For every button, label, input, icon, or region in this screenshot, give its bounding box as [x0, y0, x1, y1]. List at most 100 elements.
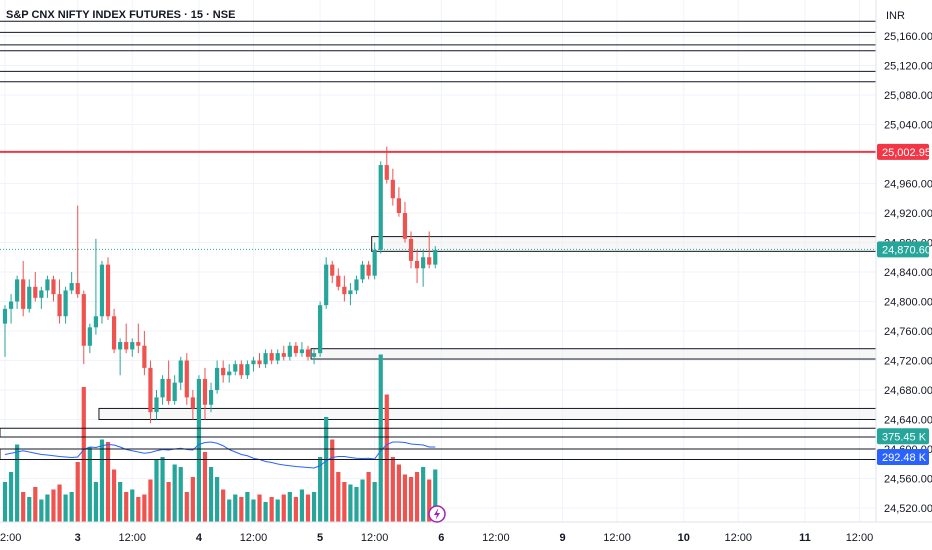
candle-body-51 — [311, 353, 317, 357]
volume-bar-71 — [433, 469, 438, 522]
price-tick-label: 24,720.00 — [884, 356, 932, 368]
price-tick-label: 24,520.00 — [884, 503, 932, 515]
volume-bar-39 — [239, 497, 244, 522]
price-zone-1 — [310, 348, 877, 360]
candle-body-25 — [154, 397, 159, 413]
candle-body-69 — [421, 257, 426, 269]
volume-bar-58 — [354, 487, 359, 522]
candle-body-14 — [87, 327, 92, 346]
candle-body-55 — [336, 275, 341, 287]
volume-bar-67 — [408, 477, 414, 522]
candle-16 — [99, 260, 105, 324]
candle-47 — [287, 342, 292, 361]
candle-body-2 — [15, 279, 20, 302]
candle-69 — [421, 249, 426, 287]
price-tick-label: 24,800.00 — [884, 297, 932, 309]
volume-bar-68 — [414, 472, 420, 522]
candle-body-9 — [57, 294, 62, 317]
volume-bar-9 — [57, 484, 62, 522]
volume-bar-27 — [166, 482, 171, 522]
candle-13 — [81, 290, 86, 365]
candle-body-59 — [360, 264, 365, 280]
price-tick-label: 24,960.00 — [884, 179, 932, 191]
candle-66 — [402, 201, 408, 243]
volume-bar-69 — [421, 467, 426, 522]
candle-52 — [318, 301, 323, 357]
volume-bar-3 — [21, 492, 26, 522]
volume-bar-34 — [208, 467, 214, 522]
candle-49 — [299, 342, 305, 357]
volume-bar-19 — [118, 482, 123, 522]
volume-bar-66 — [402, 474, 408, 522]
lightning-button[interactable] — [428, 505, 446, 523]
volume-ma-badge: 292.48 K — [877, 449, 929, 465]
candle-38 — [233, 360, 238, 376]
time-tick-label: 4 — [196, 532, 203, 544]
candle-54 — [330, 260, 335, 284]
candle-2 — [15, 275, 20, 309]
volume-bar-14 — [87, 447, 92, 522]
candle-7 — [45, 275, 50, 298]
candle-6 — [39, 286, 44, 309]
candle-body-0 — [2, 308, 8, 324]
volume-bar-62 — [378, 354, 383, 522]
candle-body-40 — [245, 364, 250, 376]
volume-bar-30 — [184, 492, 189, 522]
current-price-badge: 24,870.60 — [877, 241, 931, 258]
volume-bar-45 — [275, 499, 280, 522]
volume-bar-22 — [136, 497, 141, 522]
time-tick-label: 10 — [678, 532, 690, 544]
volume-bar-33 — [202, 452, 208, 522]
volume-bar-0 — [2, 482, 8, 522]
volume-bar-36 — [221, 489, 226, 522]
candle-body-4 — [27, 286, 32, 309]
candle-45 — [275, 349, 280, 365]
candle-body-18 — [111, 316, 117, 350]
price-axis[interactable]: 25,160.00 25,120.00 25,080.00 25,040.00 24,9… — [875, 0, 932, 522]
candle-body-20 — [124, 342, 129, 350]
candle-39 — [239, 360, 244, 379]
candle-9 — [57, 279, 62, 324]
candle-44 — [269, 349, 274, 365]
candle-17 — [105, 257, 111, 320]
time-tick-label: 12:00 — [603, 532, 631, 544]
volume-bar-60 — [366, 472, 371, 522]
volume-bar-8 — [51, 489, 56, 522]
candle-body-46 — [281, 353, 286, 357]
volume-bar-24 — [148, 479, 153, 522]
candle-body-56 — [342, 286, 347, 295]
candle-body-64 — [390, 179, 395, 199]
price-tick-label: 24,840.00 — [884, 267, 932, 279]
candle-body-68 — [414, 260, 420, 269]
candle-body-27 — [166, 378, 171, 402]
candle-body-12 — [75, 283, 80, 295]
price-tick-label: 24,640.00 — [884, 415, 932, 427]
candle-body-32 — [196, 378, 202, 409]
volume-bar-23 — [142, 494, 147, 522]
price-tick-label: 24,760.00 — [884, 326, 932, 338]
volume-last-badge-label: 375.45 K — [882, 431, 927, 443]
candle-1 — [8, 294, 14, 324]
candle-41 — [251, 356, 256, 372]
candle-body-36 — [221, 367, 226, 376]
price-tick-label: 24,560.00 — [884, 474, 932, 486]
candle-33 — [202, 367, 208, 420]
volume-ma-line — [4, 441, 436, 469]
candle-body-3 — [21, 279, 26, 309]
volume-bar-4 — [27, 497, 32, 522]
volume-ma-badge-bg — [877, 449, 929, 465]
volume-bar-35 — [215, 477, 220, 522]
time-axis[interactable]: 2:00 3 12:00 4 12:00 5 12:00 6 12:00 9 12:00 10 12:0… — [0, 521, 932, 544]
horizontal-lines — [0, 20, 876, 83]
candle-body-63 — [384, 165, 389, 180]
candle-body-10 — [63, 290, 68, 317]
resistance-price-badge-label: 25,002.95 — [882, 147, 931, 159]
volume-bar-13 — [81, 387, 86, 522]
volume-bar-26 — [160, 457, 165, 522]
volume-bar-17 — [105, 442, 111, 522]
candle-23 — [142, 331, 147, 376]
volume-bar-43 — [263, 502, 268, 522]
volume-bar-37 — [227, 499, 232, 522]
price-zone-2 — [98, 407, 877, 420]
